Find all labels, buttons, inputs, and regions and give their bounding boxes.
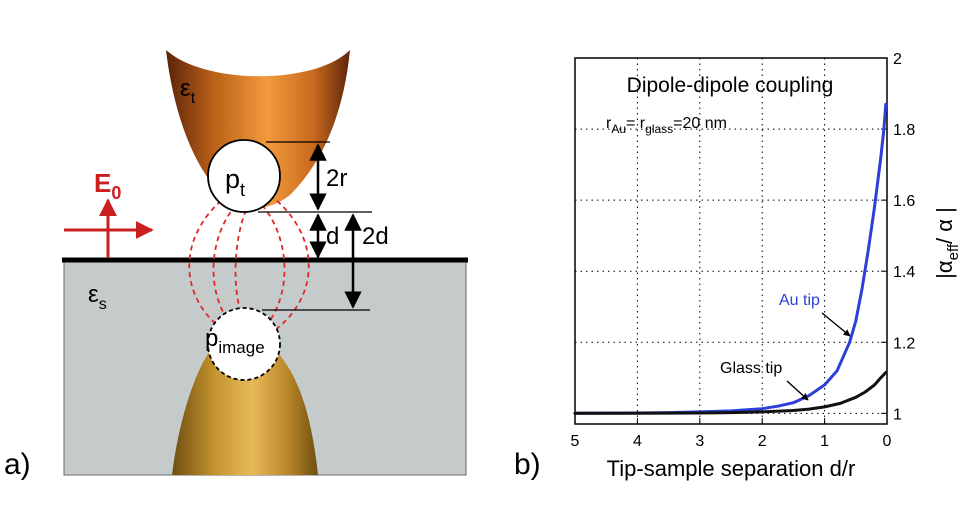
x-axis-label: Tip-sample separation d/r: [607, 456, 856, 481]
y-tick-label: 2: [893, 51, 902, 68]
dim-2r-label: 2r: [326, 165, 347, 192]
dimension-lines: [258, 141, 372, 311]
annotation-au-arrow: [821, 312, 851, 337]
y-tick-label: 1.6: [893, 193, 915, 210]
panel-a-label: a): [4, 448, 31, 481]
y-tick-label: 1: [893, 406, 902, 423]
image-tip: [172, 333, 318, 475]
x-tick-label: 4: [633, 433, 642, 450]
x-tick-label: 1: [820, 433, 829, 450]
series: [573, 102, 888, 415]
dim-d-label: d: [326, 223, 339, 250]
x-tick-label: 5: [571, 433, 580, 450]
y-axis-label: |αeff/ α |: [932, 207, 962, 279]
y-tick-label: 1.8: [893, 122, 915, 139]
dipole-sphere: [207, 139, 281, 213]
x-ticks: 5 4 3 2 1 0: [571, 418, 892, 450]
grid: [575, 58, 887, 424]
annotation-glass-tip: Glass tip: [720, 360, 782, 377]
y-tick-label: 1.2: [893, 335, 915, 352]
x-tick-label: 3: [695, 433, 704, 450]
x-tick-label: 2: [758, 433, 767, 450]
panel-a: pt pimage εt εs E0 2r d 2d: [4, 50, 468, 481]
field-label: E0: [94, 168, 121, 203]
dim-2d-label: 2d: [362, 223, 389, 250]
dipole-label: pt: [225, 164, 245, 200]
annotation-glass-arrow: [786, 380, 809, 401]
image-dipole-label: pimage: [205, 325, 265, 357]
x-tick-label: 0: [883, 433, 892, 450]
field-arrows: [64, 198, 154, 258]
eps-sample-label: εs: [88, 281, 107, 313]
series-line-glass-tip: [573, 371, 888, 415]
y-ticks: 1 1.2 1.4 1.6 1.8 2: [881, 51, 915, 423]
plot-frame: [574, 57, 888, 425]
y-tick-label: 1.4: [893, 264, 915, 281]
eps-tip-label: εt: [180, 75, 196, 107]
chart-subtitle: rAu= rglass=20 nm: [606, 115, 727, 136]
annotation-au-tip: Au tip: [779, 292, 820, 309]
image-dipole-sphere: [207, 307, 281, 381]
panel-b-label: b): [514, 448, 541, 481]
chart-title: Dipole-dipole coupling: [627, 74, 834, 97]
